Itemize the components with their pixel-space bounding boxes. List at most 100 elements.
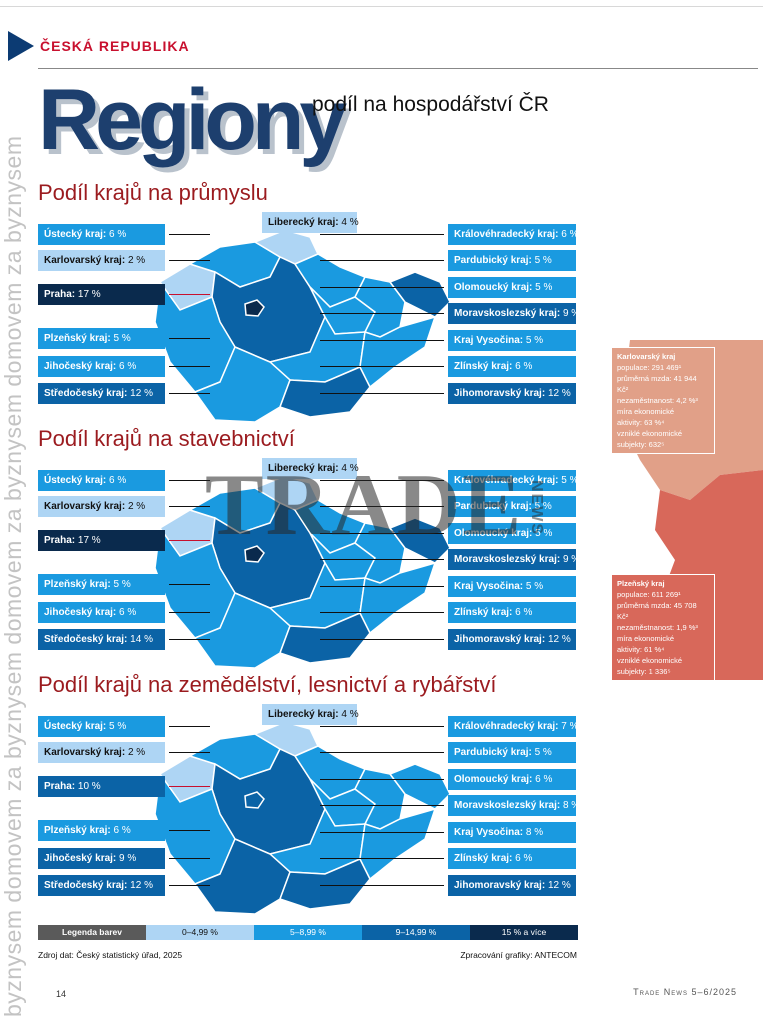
region-label-name: Zlínský kraj: [454,853,513,864]
region-label: Středočeský kraj: 12 % [38,383,165,404]
region-label: Moravskoslezský kraj: 9 % [448,303,580,324]
region-label-value: 5 % [561,475,579,486]
region-label-value: 12 % [547,388,571,399]
region-map [154,721,450,915]
region-label: Liberecký kraj: 4 % [262,458,359,479]
region-info-box: Karlovarský kraj populace: 291 469¹ průměr… [611,347,715,454]
region-label: Kraj Vysočina: 5 % [448,330,576,351]
region-label: Pardubický kraj: 5 % [448,496,576,517]
region-label-name: Jihočeský kraj: [44,607,117,618]
section-heading: Podíl krajů na průmyslu [38,180,268,205]
region-info-line: aktivity: 63 %⁴ [617,418,665,427]
region-info-line: populace: 611 269¹ [617,590,681,599]
watermark-news: NEWS [528,480,545,536]
region-info-line: aktivity: 61 %⁴ [617,645,665,654]
region-info-line: nezaměstnanost: 1,9 %³ [617,623,698,632]
region-label-value: 6 % [515,607,533,618]
region-label: Liberecký kraj: 4 % [262,704,359,725]
region-label-name: Liberecký kraj: [268,463,339,474]
region-label-value: 5 % [525,581,544,592]
region-label-value: 9 % [562,554,581,565]
region-label-value: 8 % [525,827,544,838]
region-label-value: 6 % [561,229,579,240]
region-label-name: Středočeský kraj: [44,388,128,399]
region-info-line: průměrná mzda: 45 708 Kč² [617,601,697,621]
region-label: Olomoucký kraj: 5 % [448,277,576,298]
region-label-name: Kraj Vysočina: [454,335,524,346]
region-label-value: 9 % [562,308,581,319]
region-label-value: 4 % [341,217,359,228]
region-label-name: Zlínský kraj: [454,361,513,372]
region-info-box: Plzeňský kraj populace: 611 269¹ průměrná … [611,574,715,681]
region-label: Ústecký kraj: 5 % [38,716,165,737]
region-label-name: Karlovarský kraj: [44,255,126,266]
region-label-name: Praha: [44,289,76,300]
region-label: Olomoucký kraj: 6 % [448,769,576,790]
region-label-name: Královéhradecký kraj: [454,475,559,486]
connector-lines [169,234,444,394]
region-label-value: 12 % [130,880,153,891]
region-label-value: 4 % [341,709,359,720]
region-label-name: Středočeský kraj: [44,880,128,891]
region-label: Olomoucký kraj: 5 % [448,523,576,544]
region-map [154,229,450,423]
region-label-name: Královéhradecký kraj: [454,721,559,732]
region-label-value: 4 % [341,463,359,474]
region-info-line: subjekty: 1 336⁵ [617,667,671,676]
region-label-name: Středočeský kraj: [44,634,128,645]
region-label-value: 2 % [127,255,146,266]
region-label-value: 5 % [534,501,552,512]
region-label-value: 5 % [534,255,552,266]
region-label-name: Jihočeský kraj: [44,361,117,372]
region-label-name: Kraj Vysočina: [454,581,524,592]
region-label: Moravskoslezský kraj: 9 % [448,549,580,570]
region-label-name: Pardubický kraj: [454,747,532,758]
connector-lines [169,480,444,640]
region-label: Středočeský kraj: 12 % [38,875,165,896]
region-label: Pardubický kraj: 5 % [448,250,576,271]
region-label-name: Jihomoravský kraj: [454,634,546,645]
region-label-value: 12 % [547,634,571,645]
region-label-name: Pardubický kraj: [454,255,532,266]
region-label: Kraj Vysočina: 8 % [448,822,576,843]
magazine-issue: Trade News 5–6/2025 [633,987,737,997]
region-label: Ústecký kraj: 6 % [38,470,165,491]
region-info-line: vzniklé ekonomické [617,429,683,438]
map-region-jihomoravsky [279,612,371,664]
section-title: ČESKÁ REPUBLIKA [40,38,190,54]
data-source: Zdroj dat: Český statistický úřad, 2025 [38,950,183,960]
legend-item-1: 5–8,99 % [254,925,362,940]
region-label: Praha: 10 % [38,776,165,797]
region-label-value: 17 % [77,289,101,300]
region-label-name: Jihomoravský kraj: [454,388,546,399]
region-label-value: 6 % [109,475,127,486]
region-label-value: 12 % [130,388,153,399]
region-label-name: Plzeňský kraj: [44,333,111,344]
region-info-title: Karlovarský kraj [617,352,676,361]
region-label-name: Olomoucký kraj: [454,774,533,785]
map-region-zlinsky [359,561,437,635]
region-label-name: Jihomoravský kraj: [454,880,546,891]
region-label-value: 6 % [515,361,533,372]
region-label-value: 5 % [113,579,131,590]
region-label-value: 17 % [77,535,101,546]
region-label: Zlínský kraj: 6 % [448,848,576,869]
page-title: Regiony [38,72,347,168]
region-label: Kraj Vysočina: 5 % [448,576,576,597]
region-label: Jihomoravský kraj: 12 % [448,875,576,896]
region-label: Jihomoravský kraj: 12 % [448,383,576,404]
region-label-value: 5 % [525,335,544,346]
region-label: Královéhradecký kraj: 7 % [448,716,579,737]
region-label-value: 5 % [113,333,131,344]
region-label-name: Praha: [44,535,76,546]
section-heading: Podíl krajů na zemědělství, lesnictví a … [38,672,497,697]
region-label: Plzeňský kraj: 5 % [38,574,165,595]
region-label-name: Praha: [44,781,76,792]
region-label: Královéhradecký kraj: 6 % [448,224,579,245]
region-info-line: míra ekonomické [617,634,675,643]
region-label-name: Jihočeský kraj: [44,853,117,864]
region-label-name: Karlovarský kraj: [44,747,126,758]
region-label-name: Plzeňský kraj: [44,579,111,590]
legend-item-2: 9–14,99 % [362,925,470,940]
region-label-name: Zlínský kraj: [454,607,513,618]
